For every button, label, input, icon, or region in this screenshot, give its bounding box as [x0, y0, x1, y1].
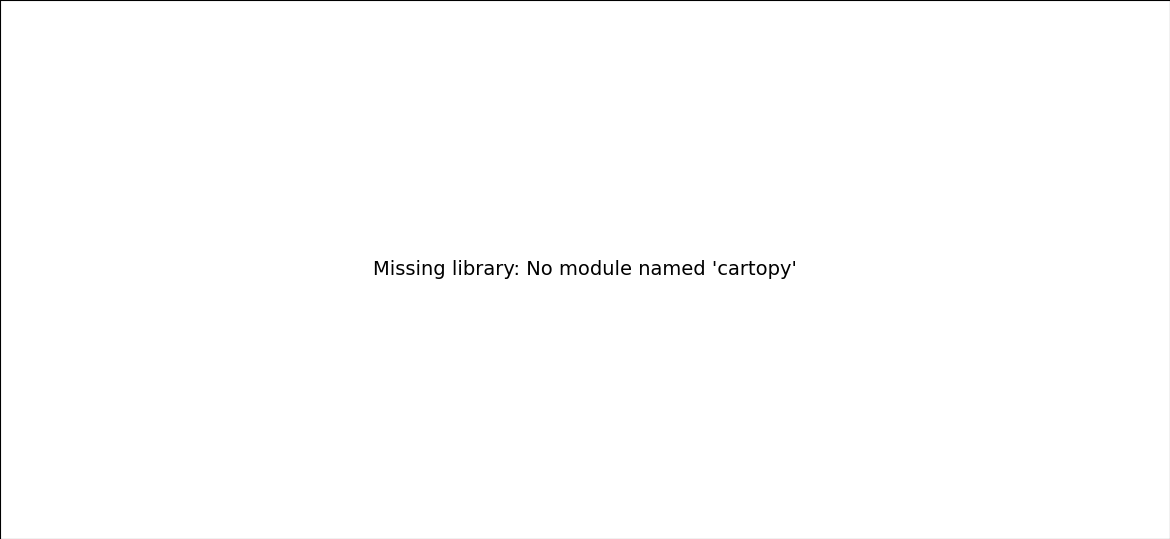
Text: Missing library: No module named 'cartopy': Missing library: No module named 'cartop…	[373, 260, 797, 279]
